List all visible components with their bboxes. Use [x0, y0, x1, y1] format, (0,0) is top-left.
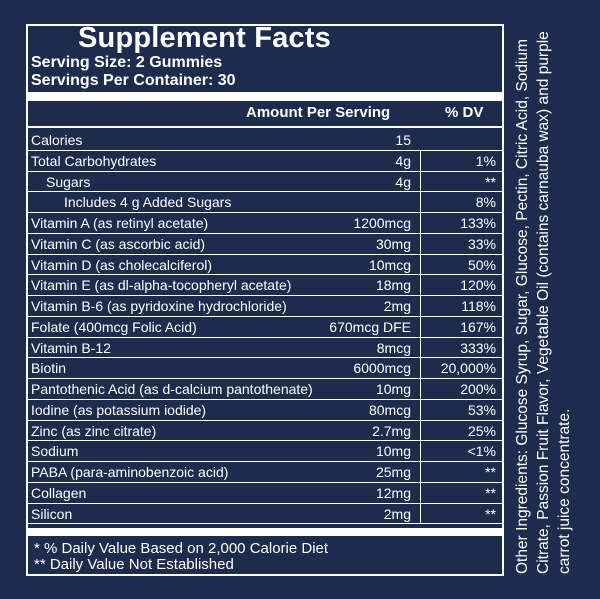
- other-ingredients: Other Ingredients: Glucose Syrup, Sugar,…: [514, 31, 573, 574]
- supplement-facts-panel: Supplement Facts Serving Size: 2 Gummies…: [26, 22, 504, 576]
- nutrient-amount: 6000mcg: [353, 360, 411, 377]
- nutrient-amount: 8mcg: [376, 339, 411, 356]
- nutrient-label: Sodium: [31, 443, 79, 460]
- nutrient-label: Folate (400mcg Folic Acid): [31, 318, 197, 335]
- thick-rule-top: [28, 92, 502, 101]
- nutrient-amount: 2mg: [383, 298, 411, 314]
- nutrient-label: Silicon: [31, 505, 73, 522]
- nutrient-dv: 118%: [461, 298, 496, 314]
- dv-header: % DV: [445, 104, 484, 121]
- table-row: Collagen 12mg **: [28, 482, 502, 504]
- nutrient-label: Total Carbohydrates: [31, 152, 157, 169]
- table-row: Vitamin A (as retinyl acetate) 1200mcg 1…: [28, 213, 502, 234]
- nutrient-dv: 33%: [467, 235, 496, 252]
- nutrient-dv: <1%: [467, 443, 496, 460]
- nutrient-amount: 4g: [395, 173, 411, 190]
- footnote-dv: * % Daily Value Based on 2,000 Calorie D…: [34, 540, 329, 557]
- table-row: Pantothenic Acid (as d-calcium pantothen…: [28, 379, 502, 400]
- table-row: Zinc (as zinc citrate) 2.7mg 25%: [28, 420, 502, 442]
- nutrient-label: Collagen: [31, 484, 87, 501]
- nutrient-amount: 2.7mg: [372, 422, 411, 439]
- nutrient-label: Vitamin B-12: [31, 339, 111, 356]
- panel-title: Supplement Facts: [78, 22, 331, 54]
- nutrient-table: Calories 15 Total Carbohydrates 4g 1% Su…: [28, 130, 502, 525]
- table-row: PABA (para-aminobenzoic acid) 25mg **: [28, 462, 502, 483]
- nutrient-dv: 8%: [475, 194, 496, 211]
- nutrient-amount: 2mg: [383, 505, 411, 522]
- table-row: Includes 4 g Added Sugars 8%: [28, 192, 502, 213]
- nutrient-label: Vitamin B-6 (as pyridoxine hydrochloride…: [31, 298, 287, 314]
- nutrient-label: Calories: [31, 132, 83, 148]
- table-row: Silicon 2mg **: [28, 503, 502, 525]
- nutrient-dv: 25%: [467, 422, 496, 439]
- table-row: Vitamin C (as ascorbic acid) 30mg 33%: [28, 233, 502, 255]
- nutrient-dv: **: [485, 505, 496, 522]
- table-row: Calories 15: [28, 130, 502, 151]
- header-rule: [28, 126, 502, 128]
- nutrient-dv: 120%: [460, 277, 496, 294]
- table-row: Iodine (as potassium iodide) 80mcg 53%: [28, 399, 502, 421]
- table-row: Sodium 10mg <1%: [28, 441, 502, 462]
- footnote-not-established: ** Daily Value Not Established: [34, 556, 234, 573]
- servings-per-container: Servings Per Container: 30: [31, 72, 236, 89]
- nutrient-dv: 20,000%: [440, 360, 496, 377]
- nutrient-label: Includes 4 g Added Sugars: [64, 194, 232, 211]
- nutrient-amount: 15: [395, 132, 411, 148]
- nutrient-label: Pantothenic Acid (as d-calcium pantothen…: [31, 381, 313, 397]
- nutrient-label: PABA (para-aminobenzoic acid): [31, 464, 229, 480]
- table-row: Biotin 6000mcg 20,000%: [28, 358, 502, 379]
- nutrient-amount: 12mg: [375, 484, 411, 501]
- serving-size: Serving Size: 2 Gummies: [31, 54, 223, 71]
- nutrient-amount: 10mg: [375, 443, 411, 460]
- nutrient-amount: 10mg: [375, 381, 411, 397]
- nutrient-label: Vitamin A (as retinyl acetate): [31, 215, 209, 231]
- nutrient-label: Sugars: [46, 173, 91, 190]
- nutrient-dv: 1%: [475, 152, 496, 169]
- nutrient-dv: 333%: [460, 339, 496, 356]
- nutrient-amount: 30mg: [375, 235, 411, 252]
- nutrient-dv: **: [485, 484, 496, 501]
- amount-per-serving-header: Amount Per Serving: [246, 104, 391, 121]
- table-row: Vitamin B-12 8mcg 333%: [28, 337, 502, 359]
- nutrient-amount: 670mcg DFE: [329, 318, 411, 335]
- nutrient-amount: 1200mcg: [353, 215, 411, 231]
- nutrient-dv: **: [485, 464, 496, 480]
- thick-rule-bottom: [28, 528, 502, 536]
- table-row: Sugars 4g **: [28, 171, 502, 193]
- nutrient-amount: 4g: [395, 152, 411, 169]
- nutrient-dv: 200%: [460, 381, 496, 397]
- nutrient-dv: 50%: [467, 256, 496, 273]
- nutrient-dv: 167%: [460, 318, 496, 335]
- table-row: Total Carbohydrates 4g 1%: [28, 150, 502, 172]
- nutrient-label: Zinc (as zinc citrate): [31, 422, 157, 439]
- table-row: Vitamin B-6 (as pyridoxine hydrochloride…: [28, 296, 502, 317]
- table-row: Folate (400mcg Folic Acid) 670mcg DFE 16…: [28, 316, 502, 338]
- nutrient-amount: 80mcg: [368, 401, 411, 418]
- table-row: Vitamin D (as cholecalciferol) 10mcg 50%: [28, 254, 502, 276]
- nutrient-label: Iodine (as potassium iodide): [31, 401, 207, 418]
- table-row: Vitamin E (as dl-alpha-tocopheryl acetat…: [28, 275, 502, 296]
- nutrient-dv: **: [485, 173, 496, 190]
- nutrient-amount: 18mg: [375, 277, 411, 294]
- nutrient-label: Vitamin C (as ascorbic acid): [31, 235, 206, 252]
- nutrient-amount: 10mcg: [368, 256, 411, 273]
- nutrient-amount: 25mg: [375, 464, 411, 480]
- nutrient-dv: 53%: [467, 401, 496, 418]
- nutrient-label: Vitamin E (as dl-alpha-tocopheryl acetat…: [31, 277, 292, 294]
- nutrient-label: Biotin: [31, 360, 67, 377]
- nutrient-label: Vitamin D (as cholecalciferol): [31, 256, 213, 273]
- nutrient-dv: 133%: [460, 215, 496, 231]
